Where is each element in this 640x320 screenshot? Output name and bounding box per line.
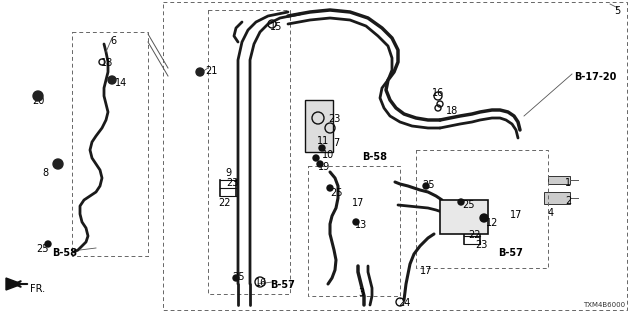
Text: B-58: B-58: [52, 248, 77, 258]
Circle shape: [327, 185, 333, 191]
Circle shape: [423, 183, 429, 189]
Bar: [305, 100, 333, 152]
Circle shape: [313, 155, 319, 161]
Text: 19: 19: [318, 162, 330, 172]
Bar: [440, 200, 488, 234]
Bar: [544, 192, 570, 204]
Text: 17: 17: [420, 266, 433, 276]
Circle shape: [108, 76, 116, 84]
Circle shape: [53, 159, 63, 169]
Text: B-17-20: B-17-20: [574, 72, 616, 82]
Circle shape: [319, 145, 325, 151]
Circle shape: [458, 199, 464, 205]
Text: B-57: B-57: [270, 280, 295, 290]
Text: 25: 25: [330, 188, 342, 198]
Text: 25: 25: [36, 244, 49, 254]
Text: 7: 7: [333, 138, 339, 148]
Text: 24: 24: [398, 298, 410, 308]
Text: 8: 8: [42, 168, 48, 178]
Text: 5: 5: [614, 6, 620, 16]
Text: 16: 16: [432, 88, 444, 98]
Text: 16: 16: [255, 278, 268, 288]
Text: 23: 23: [226, 178, 238, 188]
Text: 1: 1: [565, 178, 571, 188]
Circle shape: [45, 241, 51, 247]
Text: 6: 6: [110, 36, 116, 46]
Text: 17: 17: [352, 198, 364, 208]
Text: 23: 23: [328, 114, 340, 124]
Text: 25: 25: [232, 272, 244, 282]
Text: 14: 14: [115, 78, 127, 88]
Text: 20: 20: [32, 96, 44, 106]
Text: FR.: FR.: [30, 284, 45, 294]
Polygon shape: [6, 278, 22, 290]
Bar: [548, 176, 570, 184]
Text: 4: 4: [548, 208, 554, 218]
Text: 17: 17: [510, 210, 522, 220]
Text: 22: 22: [468, 230, 481, 240]
Text: 25: 25: [422, 180, 435, 190]
Text: 11: 11: [317, 136, 329, 146]
Text: 21: 21: [205, 66, 218, 76]
Text: 9: 9: [225, 168, 231, 178]
Text: 13: 13: [355, 220, 367, 230]
Text: 18: 18: [446, 106, 458, 116]
Text: 18: 18: [101, 58, 113, 68]
Circle shape: [233, 275, 239, 281]
Text: 10: 10: [322, 150, 334, 160]
Text: 23: 23: [475, 240, 488, 250]
Circle shape: [33, 91, 43, 101]
Text: 15: 15: [270, 22, 282, 32]
Text: 3: 3: [358, 288, 364, 298]
Text: 12: 12: [486, 218, 499, 228]
Circle shape: [196, 68, 204, 76]
Text: TXM4B6000: TXM4B6000: [583, 302, 625, 308]
Text: B-57: B-57: [498, 248, 523, 258]
Circle shape: [353, 219, 359, 225]
Circle shape: [480, 214, 488, 222]
Circle shape: [317, 161, 323, 167]
Text: 25: 25: [462, 200, 474, 210]
Text: 22: 22: [218, 198, 230, 208]
Text: B-58: B-58: [362, 152, 387, 162]
Text: 2: 2: [565, 196, 572, 206]
